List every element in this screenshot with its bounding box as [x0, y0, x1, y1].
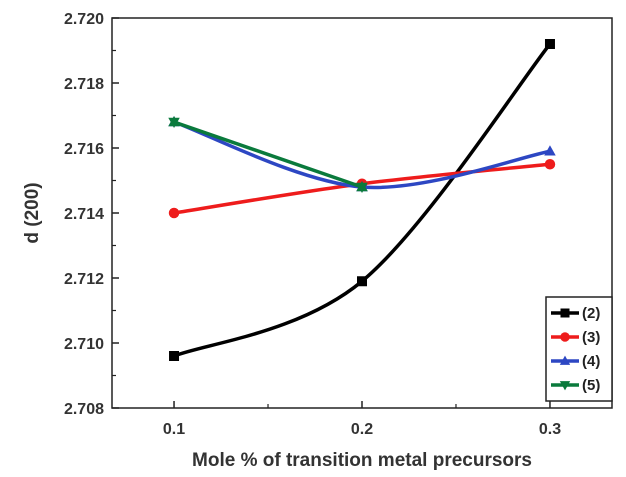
legend-marker	[559, 355, 571, 365]
y-tick-label: 2.716	[64, 141, 104, 158]
legend-label: (4)	[582, 353, 600, 370]
series-line	[172, 120, 364, 189]
legend-marker	[560, 308, 570, 318]
plot-frame	[111, 17, 613, 409]
data-point	[168, 207, 180, 219]
x-tick-label: 0.2	[351, 421, 373, 438]
series-line	[172, 42, 552, 358]
y-tick-label: 2.712	[64, 271, 104, 288]
legend-label: (5)	[582, 377, 600, 394]
legend: (2) (3) (4) (5)	[545, 296, 613, 402]
y-tick-label: 2.714	[64, 206, 104, 223]
series-3	[168, 116, 368, 193]
series-line	[172, 120, 552, 190]
x-tick-label: 0.1	[163, 421, 185, 438]
y-axis: 2.708 2.710 2.712 2.714 2.716 2.718 2.720	[64, 11, 119, 418]
series-layer	[168, 39, 556, 361]
y-axis-title: d (200)	[22, 182, 43, 243]
data-point	[544, 145, 556, 156]
y-tick-label: 2.708	[64, 401, 104, 418]
legend-item: (2)	[551, 305, 600, 322]
y-tick-label: 2.710	[64, 336, 104, 353]
data-point-overlay	[168, 116, 180, 127]
data-point	[169, 351, 180, 361]
data-point	[544, 39, 555, 49]
x-axis-title: Mole % of transition metal precursors	[192, 450, 532, 471]
series-0	[169, 39, 555, 361]
data-point	[357, 276, 367, 287]
legend-label: (3)	[582, 329, 600, 346]
x-axis: 0.1 0.2 0.3	[163, 401, 561, 438]
legend-item: (5)	[551, 377, 600, 394]
legend-item: (4)	[551, 353, 600, 370]
y-tick-label: 2.718	[64, 76, 104, 93]
legend-item: (3)	[551, 329, 600, 346]
legend-marker	[559, 381, 571, 391]
data-point	[544, 159, 556, 170]
legend-marker	[560, 332, 570, 342]
plot-border	[111, 17, 613, 409]
x-tick-label: 0.3	[539, 421, 561, 438]
legend-label: (2)	[582, 305, 600, 322]
data-point-overlay	[356, 181, 368, 192]
y-tick-label: 2.720	[64, 11, 104, 28]
